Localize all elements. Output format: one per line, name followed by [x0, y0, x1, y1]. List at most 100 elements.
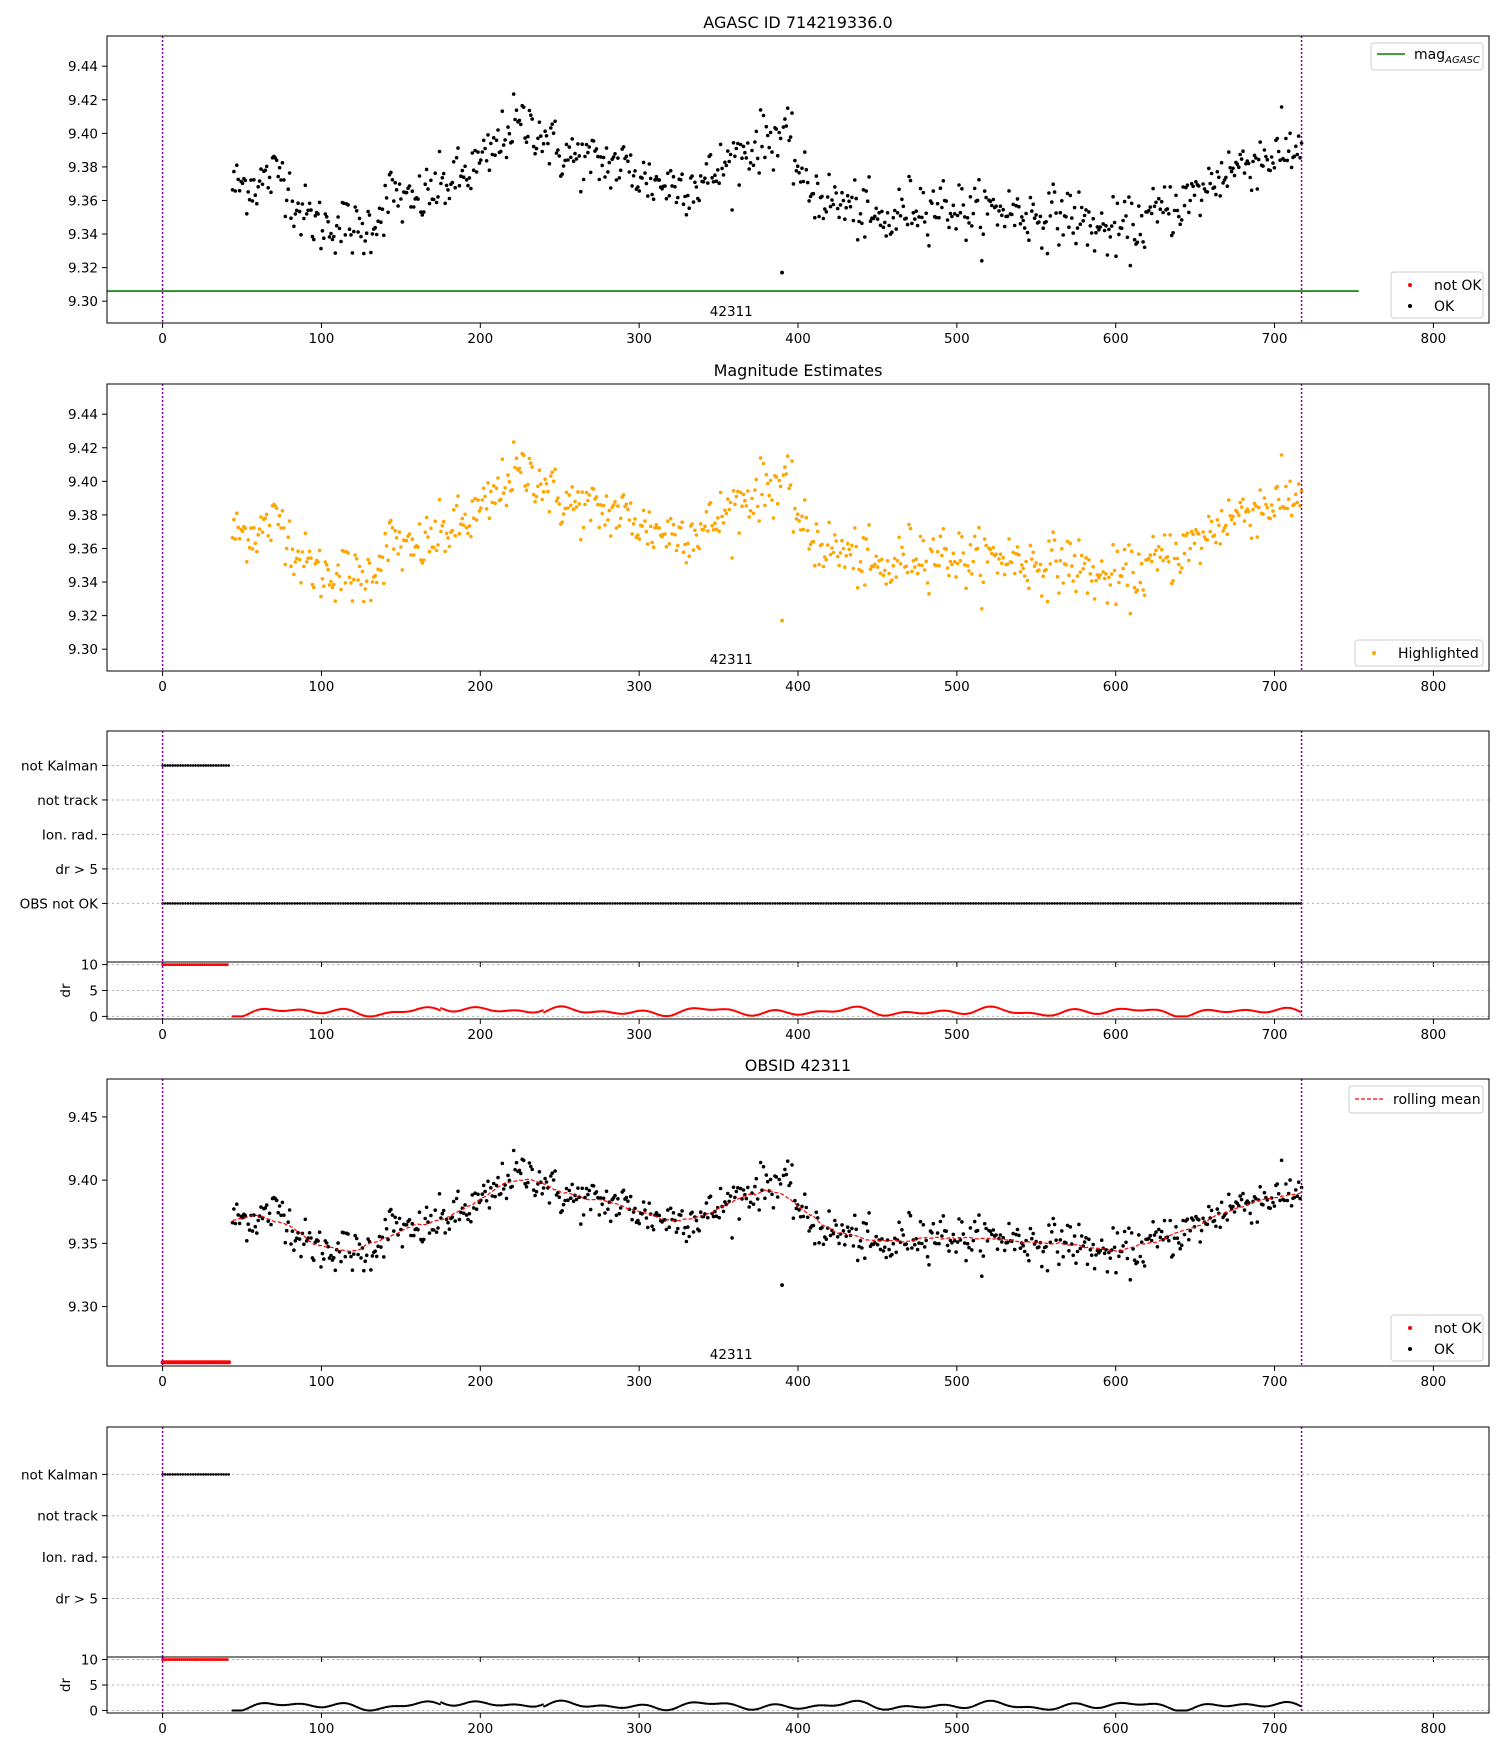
highlighted-point	[1117, 580, 1121, 585]
highlighted-point	[1242, 519, 1247, 523]
flags-panel-1-flag-point	[555, 902, 558, 905]
obsid-ok-point	[881, 1249, 886, 1253]
flags-panel-1-flag-point	[1198, 902, 1201, 905]
agasc-ok-point	[536, 136, 540, 141]
highlighted-point	[506, 473, 510, 477]
highlighted-point	[737, 531, 741, 535]
obsid-ok-point	[412, 1233, 416, 1238]
highlighted-point	[1087, 558, 1091, 562]
flags-panel-1-flag-point	[669, 902, 673, 905]
flags-panel-1-flag-point	[984, 902, 988, 905]
highlighted-point	[577, 502, 582, 506]
agasc-ok-point	[854, 196, 858, 201]
flags-panel-1-flag-point	[425, 902, 429, 905]
agasc-ok-point	[1075, 226, 1080, 230]
agasc-ok-point	[300, 202, 305, 206]
obsid-ok-point	[264, 1203, 269, 1207]
obsid-ok-point	[847, 1229, 851, 1234]
obsid-ok-point	[925, 1254, 930, 1259]
dr-panel-2-dr-clipped-point	[226, 1658, 229, 1661]
highlighted-point	[380, 555, 385, 559]
highlighted-point	[844, 554, 848, 558]
dr-panel-2-xtick-label: 800	[1421, 1721, 1447, 1737]
agasc-ok-point	[800, 166, 804, 170]
highlighted-point	[794, 517, 799, 521]
flags-panel-1-flag-point	[199, 902, 202, 905]
agasc-ok-point	[616, 156, 620, 160]
highlighted-point	[1148, 553, 1153, 557]
highlighted-point	[1182, 551, 1187, 556]
agasc-ok-point	[513, 117, 517, 122]
flags-panel-1-flag-point	[1040, 902, 1044, 905]
agasc-ok-point	[1154, 200, 1158, 205]
obsid-ok-point	[1047, 1223, 1051, 1227]
flags-panel-1-flag-point	[298, 902, 302, 905]
highlighted-point	[1041, 574, 1045, 578]
agasc-ok-point	[922, 220, 927, 224]
obsid-ok-point	[833, 1218, 837, 1223]
highlighted-point	[746, 489, 750, 493]
dr-panel-1-dr-clipped-point	[176, 963, 180, 966]
highlighted-point	[894, 575, 898, 579]
agasc-obsid-annotation: 42311	[710, 304, 753, 320]
agasc-ok-point	[1271, 161, 1275, 165]
highlighted-point	[1172, 556, 1177, 561]
flags-panel-1-flag-point	[598, 902, 602, 905]
highlighted-point	[561, 512, 566, 516]
highlighted-point	[1295, 500, 1300, 505]
agasc-ok-point	[1254, 156, 1258, 160]
highlighted-point	[232, 517, 236, 522]
flags-panel-2-flag-point	[202, 1473, 205, 1476]
flags-panel-1-flag-point	[438, 902, 441, 905]
flags-panel-1-flag-point	[1172, 902, 1176, 905]
highlighted-point	[588, 518, 593, 523]
highlighted-point	[663, 532, 667, 536]
highlighted-point	[1115, 549, 1120, 554]
obsid-ok-point	[531, 1188, 536, 1192]
obsid-ok-point	[995, 1247, 1000, 1251]
agasc-ok-point	[687, 206, 691, 210]
agasc-ok-point	[774, 127, 779, 131]
highlighted-point	[357, 564, 362, 569]
agasc-ok-point	[1091, 216, 1095, 221]
highlighted-series	[230, 440, 1304, 623]
agasc-ok-point	[763, 155, 767, 160]
flags-panel-1-flag-point	[209, 764, 213, 767]
agasc-legend-label: magAGASC	[1414, 47, 1480, 66]
obsid-ok-point	[1225, 1218, 1230, 1222]
highlighted-point	[397, 530, 402, 534]
obsid-ok-point	[988, 1229, 993, 1234]
agasc-ok-point	[1054, 211, 1058, 215]
obsid-ok-point	[312, 1258, 316, 1262]
agasc-ok-point	[1251, 159, 1255, 164]
flags-panel-1-flag-point	[184, 764, 187, 767]
obsid-ok-point	[235, 1202, 239, 1206]
obsid-ok-point	[1272, 1204, 1277, 1208]
agasc-ok-point	[579, 189, 583, 194]
flags-panel-1-flag-point	[1246, 902, 1250, 905]
agasc-ok-point	[754, 129, 759, 134]
flags-panel-1-flag-point	[265, 902, 269, 905]
flags-panel-1-flag-point	[608, 902, 612, 905]
flags-panel-1-flag-point	[1066, 902, 1069, 905]
flags-panel-1-flag-point	[679, 902, 683, 905]
highlighted-point	[951, 551, 956, 556]
highlighted-point	[1209, 519, 1214, 524]
agasc-ok-point	[282, 178, 286, 182]
obsid-ok-point	[524, 1185, 529, 1189]
flags-panel-1-flag-point	[1005, 902, 1008, 905]
flags-panel-1-flag-point	[1116, 902, 1120, 905]
flags-panel-2-flag-point	[163, 1473, 167, 1476]
agasc-ok-point	[377, 206, 382, 211]
agasc-ok-point	[691, 200, 696, 204]
highlighted-point	[1181, 533, 1185, 537]
highlighted-point	[686, 541, 690, 546]
agasc-ok-point	[690, 174, 694, 178]
agasc-ok-point	[1194, 180, 1198, 184]
flags-panel-1-flag-point	[290, 902, 294, 905]
obsid-ok-point	[319, 1265, 323, 1269]
agasc-ok-point	[1197, 184, 1201, 188]
highlighted-point	[1045, 599, 1050, 604]
agasc-ok-point	[1095, 225, 1100, 229]
obsid-legend-rolling-mean: rolling mean	[1393, 1092, 1481, 1108]
